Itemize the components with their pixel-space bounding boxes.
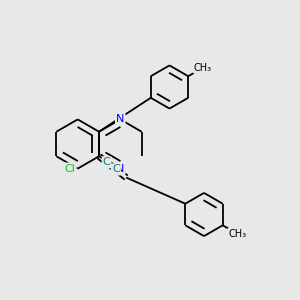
- Text: CH₃: CH₃: [229, 229, 247, 239]
- Text: C: C: [103, 157, 110, 167]
- Text: C: C: [112, 164, 120, 175]
- Text: N: N: [116, 164, 124, 174]
- Text: CH₃: CH₃: [194, 63, 212, 73]
- Text: Cl: Cl: [65, 164, 76, 174]
- Text: N: N: [116, 114, 124, 124]
